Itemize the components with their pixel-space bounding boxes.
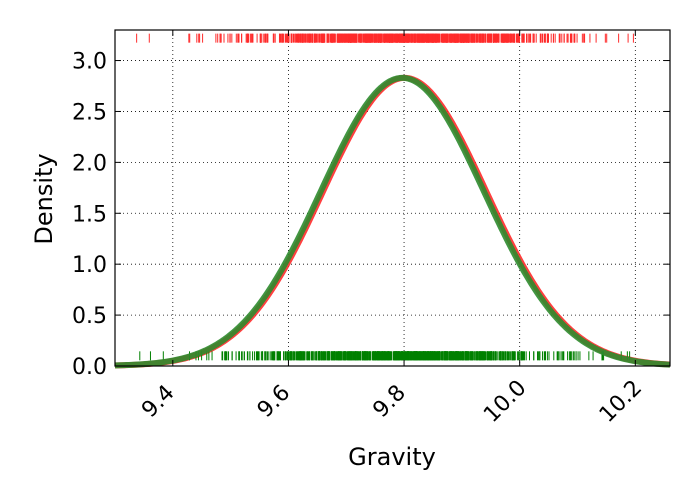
- x-tick-label: 9.6: [253, 380, 295, 422]
- x-tick-label: 9.4: [137, 380, 179, 422]
- x-tick-label: 10.0: [479, 375, 531, 427]
- series-2: [114, 74, 671, 369]
- y-tick-label: 0.0: [72, 355, 107, 380]
- x-tick-label: 9.8: [368, 380, 410, 422]
- y-axis-label: Density: [30, 153, 58, 244]
- y-tick-label: 1.5: [72, 202, 107, 227]
- y-tick-label: 2.5: [72, 100, 107, 125]
- y-tick-label: 1.0: [72, 253, 107, 278]
- x-axis-label: Gravity: [348, 443, 436, 471]
- x-tick-label: 10.2: [595, 375, 647, 427]
- series-1: [114, 33, 671, 369]
- series-2-density-line: [114, 74, 671, 369]
- y-tick-label: 3.0: [72, 50, 107, 75]
- series-1-rug: [136, 33, 634, 43]
- series-group: [114, 33, 671, 369]
- y-tick-label: 2.0: [72, 151, 107, 176]
- series-2-rug: [139, 351, 631, 361]
- series-1-density-line: [114, 74, 671, 369]
- axis-ticks: 9.4 9.6 9.8 10.0 10.2 0.0 0.5 1.0 1.5 2.0 2.5 3.0: [72, 30, 670, 428]
- y-tick-label: 0.5: [72, 304, 107, 329]
- plot-frame: [114, 29, 671, 367]
